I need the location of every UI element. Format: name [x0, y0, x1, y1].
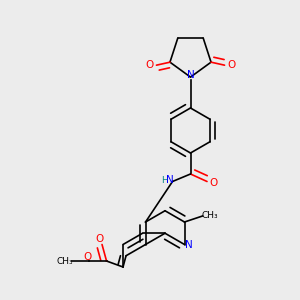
Text: O: O [209, 178, 217, 188]
Text: N: N [166, 175, 173, 185]
Text: CH₃: CH₃ [56, 256, 73, 266]
Text: N: N [187, 70, 194, 80]
Text: O: O [146, 60, 154, 70]
Text: O: O [227, 60, 235, 70]
Text: H: H [161, 176, 167, 184]
Text: N: N [185, 239, 193, 250]
Text: O: O [95, 234, 103, 244]
Text: O: O [83, 251, 91, 262]
Text: CH₃: CH₃ [202, 212, 218, 220]
